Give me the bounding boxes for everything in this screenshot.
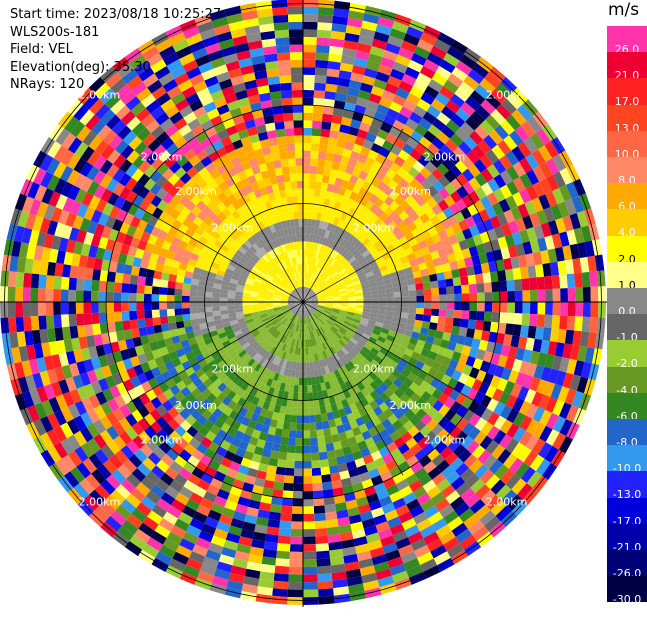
azimuth-line (129, 201, 304, 303)
range-label: 2.00km (486, 88, 528, 101)
field-label: Field: VEL (10, 42, 73, 57)
colorbar-level: -1.0 (607, 314, 647, 344)
colorbar-level: 8.0 (607, 157, 647, 187)
colorbar-level: -30.0 (607, 576, 647, 606)
colorbar-level: 4.0 (607, 209, 647, 239)
colorbar-unit: m/s (608, 0, 640, 20)
colorbar-level: 2.0 (607, 235, 647, 266)
start-time-label: Start time: 2023/08/18 10:25:27 (10, 7, 222, 22)
radar-ppi-plot: 2.00km 2.00km 2.00km 2.00km 2.00km 2.00km 2.00… (0, 0, 607, 607)
radar-gates (0, 0, 606, 605)
colorbar-level: -17.0 (607, 497, 647, 528)
colorbar-level: 17.0 (607, 78, 647, 108)
instrument-label: WLS200s-181 (10, 24, 100, 40)
azimuth-line (129, 301, 304, 403)
range-label: 2.00km (175, 185, 217, 198)
azimuth-line (302, 301, 404, 476)
colorbar-level: 26.0 (607, 26, 647, 56)
azimuth-line (202, 128, 304, 303)
elevation-label: Elevation(deg): 35.30 (10, 59, 151, 75)
range-label: 2.00km (486, 496, 528, 509)
colorbar-level: -6.0 (607, 392, 647, 423)
range-label: 2.00km (141, 151, 183, 164)
range-label: 2.00km (389, 185, 431, 198)
range-label: 2.00km (79, 88, 121, 101)
colorbar-level: 6.0 (607, 183, 647, 213)
range-label: 2.00km (389, 399, 431, 412)
colorbar-level: 1.0 (607, 261, 647, 292)
range-label: 2.00km (175, 399, 217, 412)
azimuth-line (302, 201, 477, 303)
range-label: 2.00km (353, 363, 395, 376)
colorbar-level: -26.0 (607, 550, 647, 580)
info-panel: Start time: 2023/08/18 10:25:27 WLS200s-… (10, 6, 221, 94)
colorbar-level: -13.0 (607, 471, 647, 501)
range-label: 2.00km (212, 363, 254, 376)
colorbar-level: -10.0 (607, 445, 647, 475)
colorbar-level: -4.0 (607, 366, 647, 397)
azimuth-line (302, 128, 404, 303)
range-label: 2.00km (424, 433, 466, 446)
colorbar-level: 0.0 (607, 288, 647, 318)
colorbar-level: 13.0 (607, 104, 647, 135)
colorbar-level: 10.0 (607, 130, 647, 161)
azimuth-line (302, 301, 477, 403)
range-label: 2.00km (79, 496, 121, 509)
range-label: 2.00km (353, 221, 395, 234)
nrays-label: NRays: 120 (10, 77, 85, 92)
colorbar-level: -21.0 (607, 523, 647, 554)
azimuth-line (202, 301, 304, 476)
range-label: 2.00km (424, 151, 466, 164)
colorbar-level: -8.0 (607, 419, 647, 449)
range-label: 2.00km (141, 433, 183, 446)
colorbar-level: 21.0 (607, 52, 647, 82)
colorbar-level: -2.0 (607, 340, 647, 370)
range-label: 2.00km (212, 221, 254, 234)
